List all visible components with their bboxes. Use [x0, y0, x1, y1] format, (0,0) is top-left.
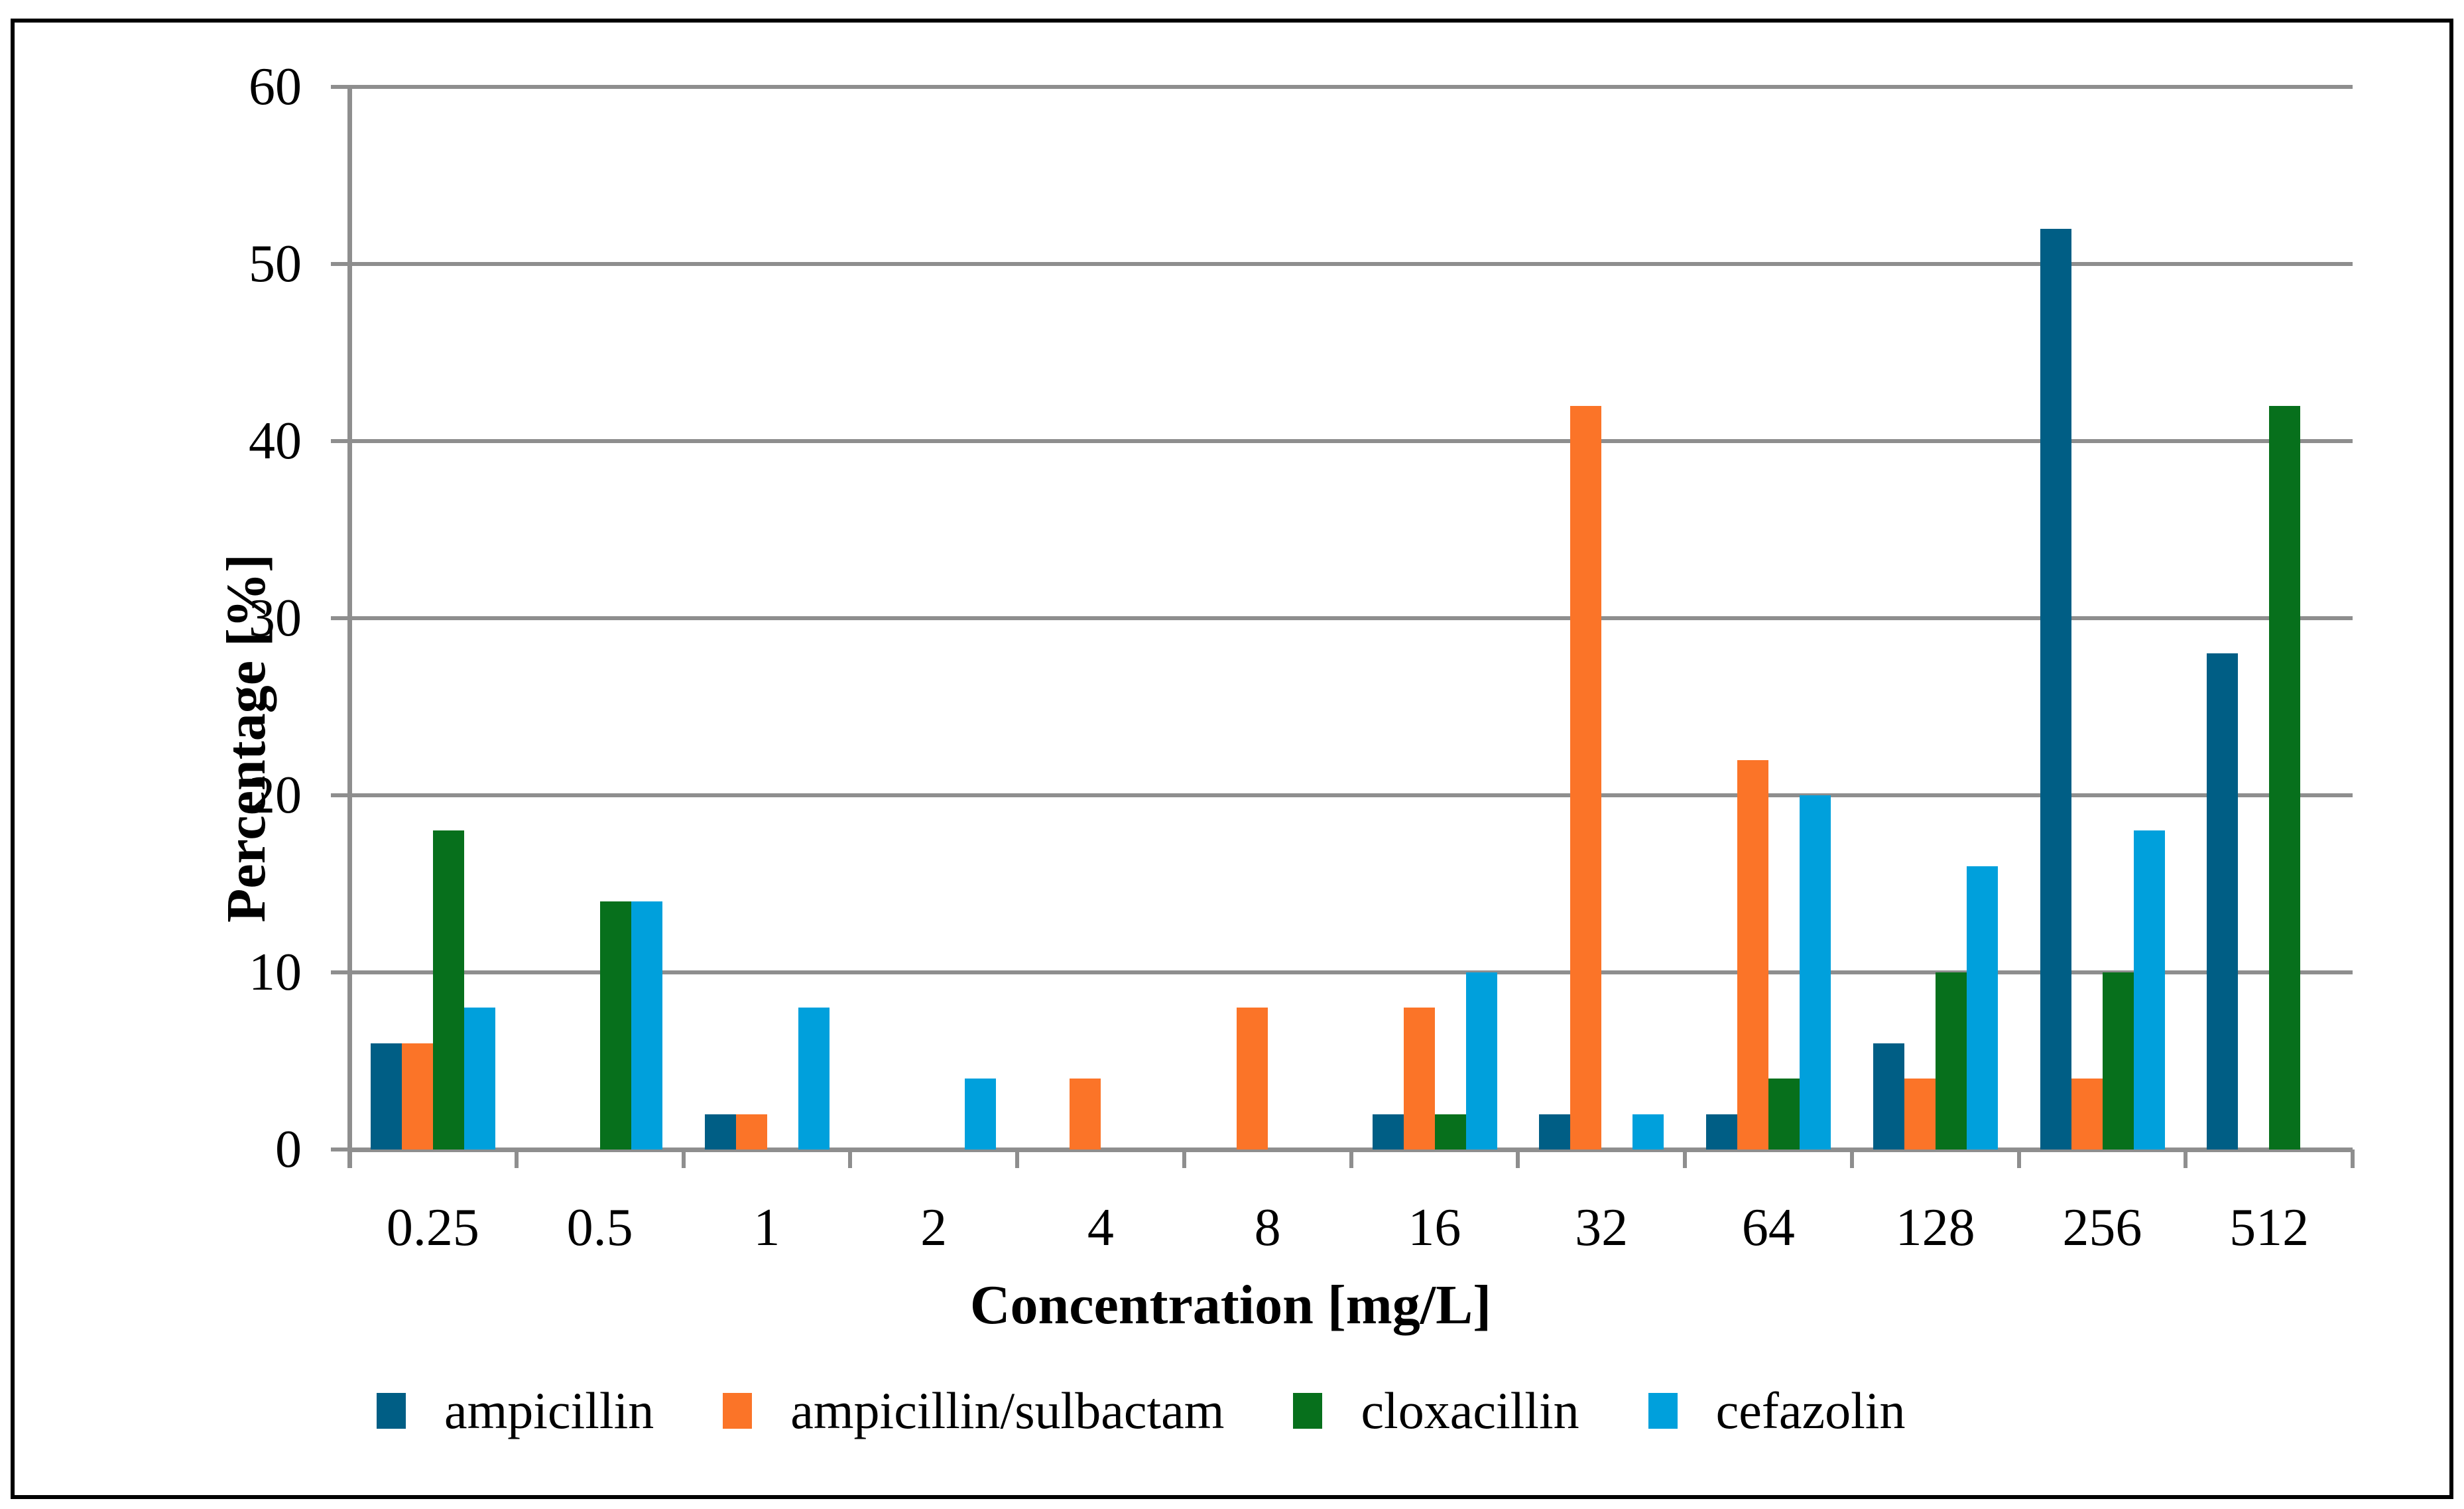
legend-label: cefazolin	[1715, 1382, 1906, 1439]
y-tick-label-30: 30	[249, 589, 302, 647]
x-tick-label-16: 16	[1408, 1199, 1461, 1257]
bar-ampicillin/sulbactam-128	[1904, 1079, 1936, 1149]
x-tick-label-0.25: 0.25	[386, 1199, 479, 1257]
legend-item-cloxacillin: cloxacillin	[1293, 1383, 1579, 1439]
x-tick-4	[1015, 1149, 1019, 1168]
bar-cefazolin-0.25	[464, 1008, 495, 1149]
gridline-20	[349, 793, 2353, 797]
gridline-50	[349, 262, 2353, 266]
y-tick-label-60: 60	[249, 58, 302, 116]
bar-ampicillin-128	[1873, 1043, 1904, 1149]
bar-cefazolin-1	[798, 1008, 830, 1149]
bar-ampicillin/sulbactam-1	[735, 1114, 767, 1149]
x-tick-12	[2351, 1149, 2355, 1168]
x-tick-1	[514, 1149, 519, 1168]
legend-item-ampicillin: ampicillin	[377, 1383, 654, 1439]
x-tick-5	[1182, 1149, 1186, 1168]
legend-swatch-ampicillin	[377, 1393, 406, 1429]
bar-ampicillin/sulbactam-8	[1236, 1008, 1268, 1149]
x-tick-8	[1683, 1149, 1687, 1168]
x-axis-title: Concentration [mg/L]	[969, 1274, 1492, 1336]
legend-swatch-cloxacillin	[1293, 1393, 1323, 1429]
legend: ampicillin ampicillin/sulbactam cloxacilli…	[377, 1383, 1974, 1439]
bar-ampicillin/sulbactam-256	[2071, 1079, 2103, 1149]
legend-item-ampicillin/sulbactam: ampicillin/sulbactam	[723, 1383, 1224, 1439]
bar-ampicillin/sulbactam-64	[1737, 759, 1768, 1149]
y-tick-label-0: 0	[275, 1120, 302, 1179]
y-axis-line	[347, 87, 352, 1168]
bar-ampicillin-1	[704, 1114, 736, 1149]
x-tick-6	[1349, 1149, 1353, 1168]
bar-cloxacillin-64	[1768, 1079, 1800, 1149]
bar-cloxacillin-0.25	[433, 830, 464, 1149]
legend-item-cefazolin: cefazolin	[1648, 1382, 1906, 1439]
legend-label: ampicillin/sulbactam	[790, 1382, 1225, 1439]
bar-cefazolin-2	[965, 1079, 997, 1149]
bar-ampicillin-0.25	[371, 1043, 402, 1149]
y-tick-label-20: 20	[249, 766, 302, 824]
bar-cefazolin-32	[1632, 1114, 1664, 1149]
bar-ampicillin-16	[1372, 1114, 1404, 1149]
bar-ampicillin-256	[2040, 228, 2071, 1149]
y-tick-60	[331, 85, 349, 89]
x-tick-label-512: 512	[2229, 1199, 2310, 1257]
y-tick-30	[331, 616, 349, 620]
bar-cloxacillin-16	[1434, 1114, 1466, 1149]
bar-cefazolin-64	[1800, 795, 1831, 1149]
x-tick-7	[1516, 1149, 1520, 1168]
x-tick-label-128: 128	[1895, 1199, 1975, 1257]
x-tick-label-64: 64	[1741, 1199, 1795, 1257]
x-tick-10	[2016, 1149, 2021, 1168]
x-tick-3	[848, 1149, 853, 1168]
bar-ampicillin/sulbactam-16	[1403, 1008, 1435, 1149]
bar-ampicillin-512	[2207, 653, 2239, 1149]
x-tick-label-256: 256	[2062, 1199, 2142, 1257]
bar-cefazolin-0.5	[631, 901, 662, 1149]
bar-cefazolin-128	[1966, 866, 1998, 1149]
gridline-30	[349, 616, 2353, 620]
x-tick-label-8: 8	[1254, 1199, 1281, 1257]
x-tick-2	[681, 1149, 686, 1168]
y-tick-label-50: 50	[249, 235, 302, 293]
y-tick-10	[331, 970, 349, 974]
bar-ampicillin/sulbactam-0.25	[402, 1043, 433, 1149]
x-tick-label-2: 2	[920, 1199, 948, 1257]
legend-swatch-cefazolin	[1648, 1393, 1678, 1429]
x-tick-label-1: 1	[753, 1199, 780, 1257]
x-tick-label-32: 32	[1575, 1199, 1629, 1257]
x-tick-label-4: 4	[1087, 1199, 1114, 1257]
gridline-10	[349, 970, 2353, 974]
x-tick-11	[2184, 1149, 2188, 1168]
y-tick-50	[331, 262, 349, 266]
y-tick-label-10: 10	[249, 943, 302, 1002]
bar-cefazolin-16	[1465, 972, 1497, 1149]
y-tick-20	[331, 793, 349, 797]
y-tick-label-40: 40	[249, 412, 302, 470]
legend-swatch-ampicillin/sulbactam	[723, 1393, 753, 1429]
gridline-40	[349, 439, 2353, 443]
y-tick-0	[331, 1148, 349, 1151]
x-tick-0	[347, 1149, 351, 1168]
bar-ampicillin/sulbactam-4	[1070, 1079, 1101, 1149]
y-axis-title: Percentage [%]	[216, 554, 277, 923]
bar-cloxacillin-256	[2102, 972, 2134, 1149]
bar-ampicillin/sulbactam-32	[1570, 405, 1602, 1149]
figure-border	[11, 19, 2453, 1499]
bar-ampicillin-32	[1539, 1114, 1571, 1149]
y-tick-40	[331, 439, 349, 443]
bar-cloxacillin-0.5	[599, 901, 631, 1149]
bar-ampicillin-64	[1706, 1114, 1737, 1149]
x-tick-label-0.5: 0.5	[566, 1199, 633, 1257]
legend-label: ampicillin	[444, 1382, 654, 1439]
legend-label: cloxacillin	[1361, 1382, 1579, 1439]
bar-cefazolin-256	[2133, 830, 2165, 1149]
bar-cloxacillin-512	[2269, 405, 2301, 1149]
x-tick-9	[1849, 1149, 1854, 1168]
bar-cloxacillin-128	[1935, 972, 1967, 1149]
gridline-60	[349, 85, 2353, 89]
